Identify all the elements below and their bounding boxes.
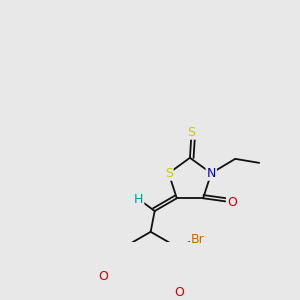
Text: O: O (227, 196, 237, 209)
Text: Br: Br (191, 233, 205, 246)
Text: O: O (98, 270, 108, 283)
Text: S: S (188, 126, 196, 139)
Text: N: N (206, 167, 216, 180)
Text: O: O (175, 286, 184, 299)
Text: S: S (165, 167, 173, 180)
Text: H: H (134, 193, 143, 206)
